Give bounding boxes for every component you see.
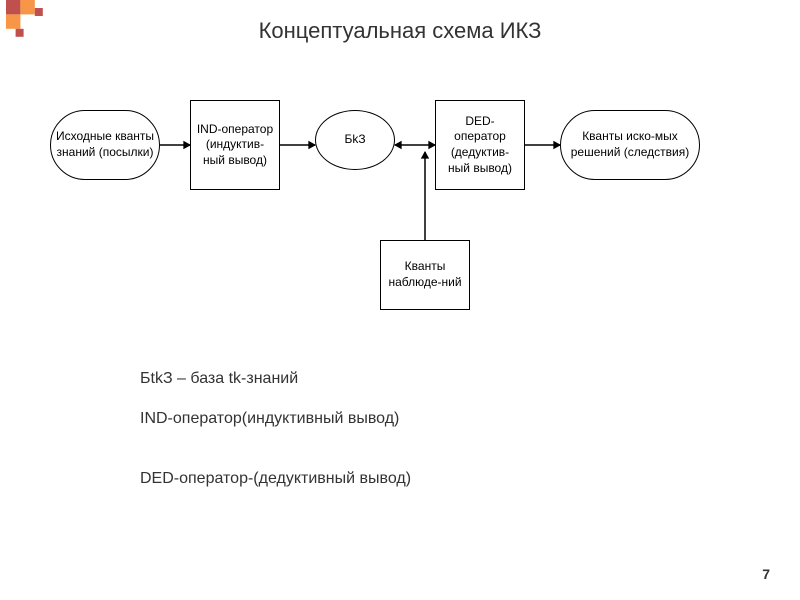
legend-line-1: БtkЗ – база tk-знаний bbox=[140, 370, 298, 388]
legend-line-3: DED-оператор-(дедуктивный вывод) bbox=[140, 470, 411, 488]
node-n5: Кванты иско-мых решений (следствия) bbox=[560, 110, 700, 180]
node-n6: Кванты наблюде-ний bbox=[380, 240, 470, 310]
page-number: 7 bbox=[762, 566, 770, 582]
node-n4: DED-оператор (дедуктив-ный вывод) bbox=[435, 100, 525, 190]
node-n2: IND-оператор (индуктив-ный вывод) bbox=[190, 100, 280, 190]
legend-line-2: IND-оператор(индуктивный вывод) bbox=[140, 410, 399, 428]
page-title: Концептуальная схема ИКЗ bbox=[0, 18, 800, 44]
diagram-canvas: Исходные кванты знаний (посылки) IND-опер… bbox=[40, 80, 760, 340]
node-n1: Исходные кванты знаний (посылки) bbox=[50, 110, 160, 180]
node-n3: БkЗ bbox=[315, 110, 395, 170]
